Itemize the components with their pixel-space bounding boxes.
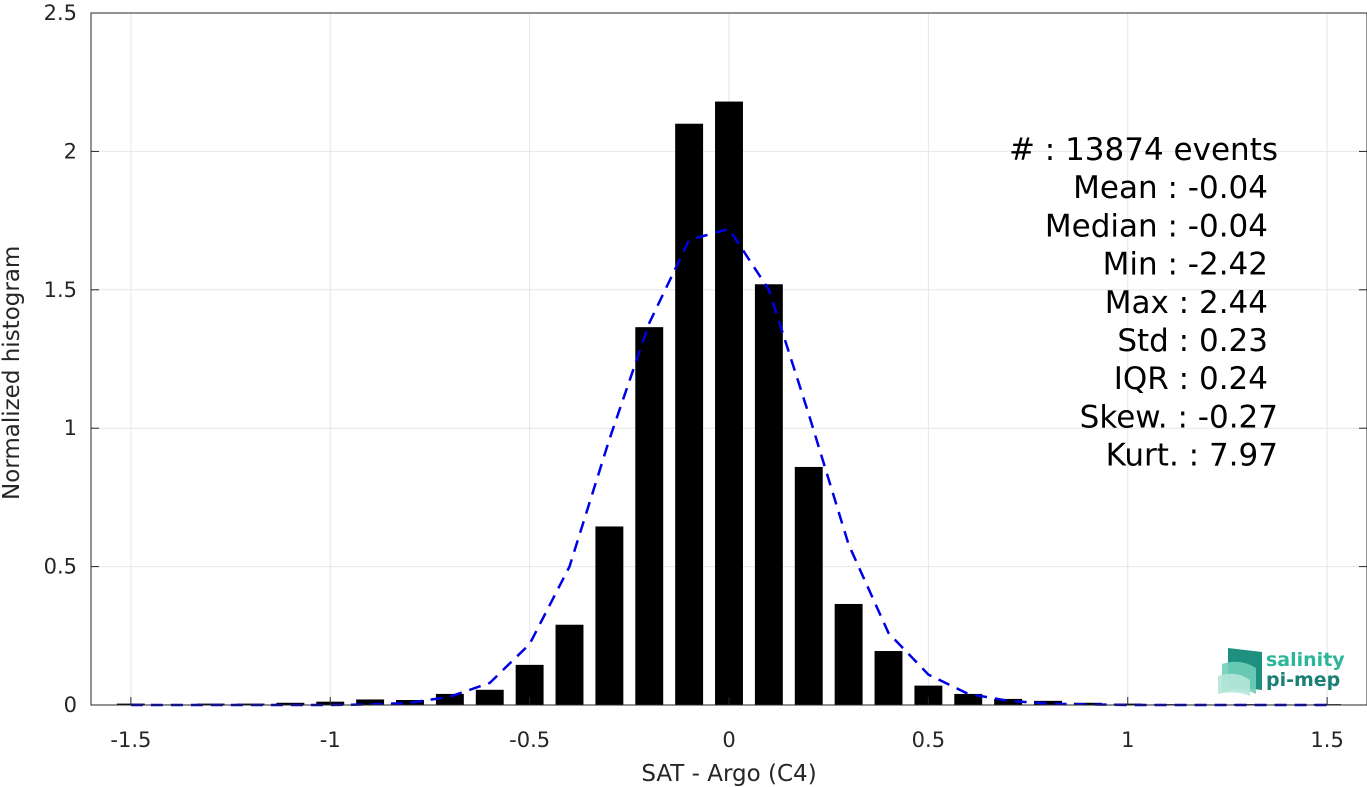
x-tick-label: -1.5 bbox=[110, 728, 151, 752]
histogram-bar bbox=[1073, 702, 1102, 705]
stat-line: Min : -2.42 bbox=[1103, 247, 1268, 283]
x-tick-label: 0 bbox=[722, 728, 735, 752]
y-tick-label: 1.5 bbox=[44, 278, 77, 302]
histogram-bar bbox=[475, 689, 504, 705]
histogram-bar bbox=[874, 651, 903, 705]
logo-wave-icon bbox=[1218, 648, 1262, 696]
histogram-bar bbox=[435, 693, 464, 705]
histogram-bar bbox=[954, 693, 983, 705]
x-axis-ticks: -1.5 -1 -0.5 0 0.5 1 1.5 bbox=[110, 697, 1344, 752]
y-axis-ticks: 0 0.5 1 1.5 2 2.5 bbox=[44, 1, 1367, 717]
x-tick-label: -0.5 bbox=[509, 728, 550, 752]
histogram-bar bbox=[994, 698, 1023, 705]
logo-text-pimep: pi-mep bbox=[1266, 669, 1340, 691]
stat-line: Median : -0.04 bbox=[1045, 208, 1268, 244]
histogram-bars bbox=[116, 101, 1342, 706]
salinity-pi-mep-logo: salinity pi-mep bbox=[1218, 648, 1345, 696]
stat-line: Std : 0.23 bbox=[1117, 323, 1268, 359]
stat-line: Skew. : -0.27 bbox=[1080, 399, 1278, 435]
histogram-bar bbox=[595, 526, 624, 705]
histogram-bar bbox=[754, 284, 783, 705]
histogram-bar bbox=[794, 466, 823, 705]
y-tick-label: 0.5 bbox=[44, 555, 77, 579]
histogram-bar bbox=[396, 700, 424, 705]
histogram-bar bbox=[555, 624, 584, 705]
histogram-bar bbox=[196, 703, 225, 705]
histogram-bar bbox=[1034, 700, 1062, 705]
histogram-bar bbox=[356, 699, 385, 705]
histogram-bar bbox=[715, 101, 743, 706]
histogram-bar bbox=[834, 603, 863, 705]
x-tick-label: -1 bbox=[320, 728, 341, 752]
x-tick-label: 0.5 bbox=[912, 728, 945, 752]
histogram-bar bbox=[635, 327, 664, 705]
x-tick-label: 1 bbox=[1121, 728, 1134, 752]
stat-line: Max : 2.44 bbox=[1105, 285, 1268, 321]
x-tick-label: 1.5 bbox=[1310, 728, 1343, 752]
histogram-bar bbox=[914, 685, 943, 705]
stat-line: IQR : 0.24 bbox=[1114, 361, 1268, 397]
histogram-bar bbox=[236, 703, 265, 705]
logo-text-salinity: salinity bbox=[1266, 649, 1345, 671]
stat-line: Kurt. : 7.97 bbox=[1106, 438, 1278, 474]
y-tick-label: 2 bbox=[64, 139, 77, 163]
histogram-bar bbox=[276, 702, 305, 705]
y-tick-label: 0 bbox=[64, 693, 77, 717]
y-tick-label: 2.5 bbox=[44, 1, 77, 25]
stat-line: Mean : -0.04 bbox=[1073, 170, 1268, 206]
stat-line: # : 13874 events bbox=[1009, 132, 1278, 168]
histogram-bar bbox=[675, 123, 704, 706]
x-axis-label: SAT - Argo (C4) bbox=[641, 761, 816, 787]
y-axis-label: Normalized histogram bbox=[0, 246, 25, 500]
y-tick-label: 1 bbox=[64, 416, 77, 440]
